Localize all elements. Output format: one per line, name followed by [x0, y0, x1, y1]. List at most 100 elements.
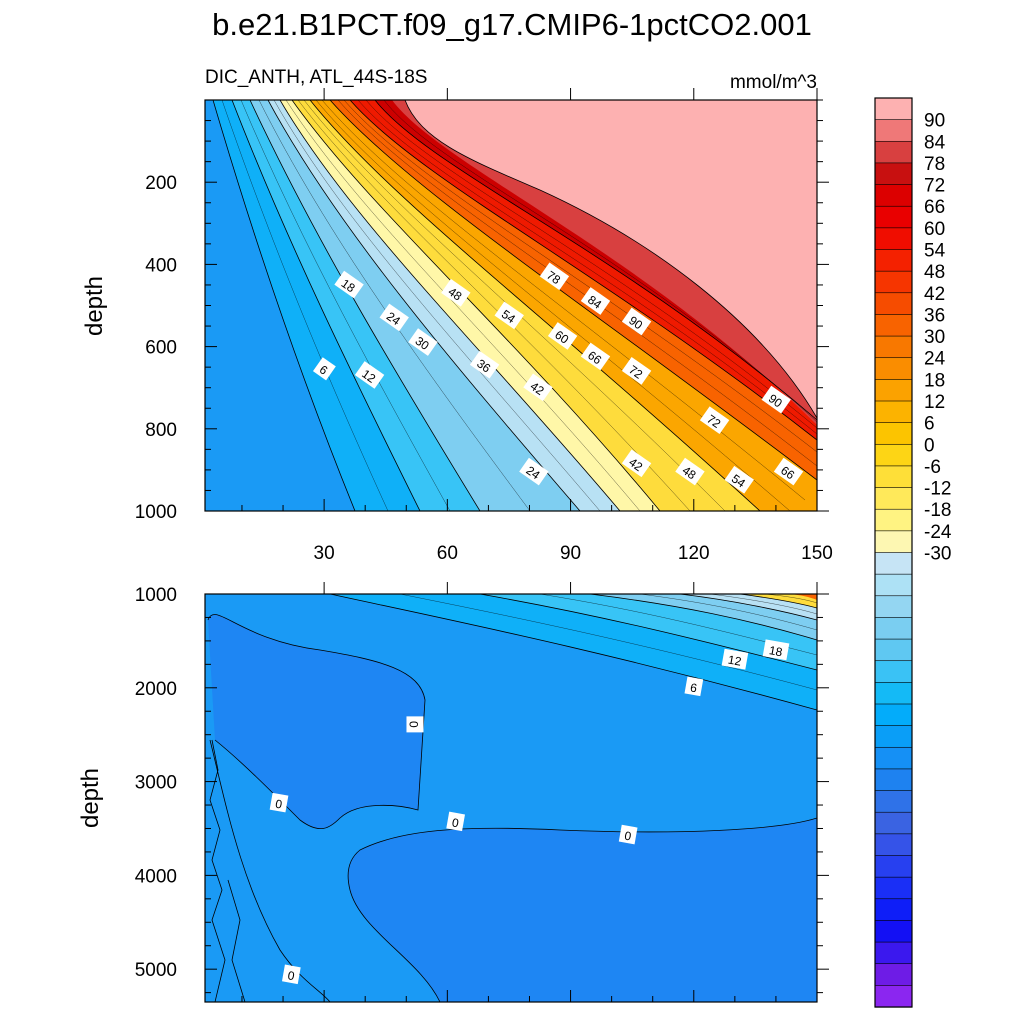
contour-label: 66: [580, 342, 611, 371]
colorbar-swatch: [874, 963, 913, 986]
y-tick-label: 200: [145, 173, 177, 194]
bottom-neg-region-b: [348, 818, 817, 1002]
top-panel-tick-labels: 30 60 90 120 150 200 400 600 800 1000: [135, 173, 833, 564]
contour-label: 0: [269, 792, 289, 813]
contour-label: 18: [762, 639, 790, 661]
y-tick-label: 1000: [135, 502, 177, 523]
colorbar-swatch: [874, 790, 913, 813]
contour-label: 30: [408, 328, 438, 356]
colorbar-swatch: [874, 876, 913, 900]
x-tick-label: 30: [314, 543, 335, 564]
bottom-band-30: [740, 594, 817, 608]
colorbar-swatch: [874, 768, 913, 792]
contour-label-text: 0: [274, 797, 283, 812]
contour-label-text: 12: [727, 653, 743, 669]
colorbar-swatch: [874, 617, 913, 640]
contour-label-text: 0: [287, 968, 296, 983]
chart-title: b.e21.B1PCT.f09_g17.CMIP6-1pctCO2.001: [212, 7, 812, 42]
colorbar-swatch: [874, 97, 913, 121]
colorbar-labels: 908478726660544842363024181260-6-12-18-2…: [924, 111, 952, 565]
colorbar-swatch: [874, 573, 913, 597]
colorbar-label: -12: [924, 479, 951, 500]
units-label: mmol/m^3: [730, 72, 817, 93]
bottom-band-48: [790, 594, 817, 600]
colorbar-swatch: [874, 920, 913, 943]
colorbar-label: -30: [924, 544, 951, 565]
bottom-panel-fills: [205, 594, 817, 1002]
colorbar-swatch: [874, 682, 913, 705]
colorbar-label: -6: [924, 457, 941, 478]
colorbar-swatch: [874, 357, 913, 380]
contour-label: 6: [684, 676, 704, 697]
contour-label-text: 6: [689, 680, 698, 695]
y-tick-label: 5000: [135, 960, 177, 981]
colorbar-label: 60: [924, 219, 945, 240]
y-tick-label: 1000: [135, 585, 177, 606]
colorbar-swatch: [874, 400, 913, 424]
colorbar-label: -24: [924, 522, 952, 543]
colorbar-swatch: [874, 184, 913, 207]
colorbar-swatch: [874, 638, 913, 662]
colorbar-label: 36: [924, 305, 945, 326]
colorbar-swatch: [874, 422, 913, 445]
y-tick-label: 3000: [135, 773, 177, 794]
contour-label: 84: [580, 287, 611, 315]
colorbar-swatch: [874, 270, 913, 294]
contour-label: 66: [773, 457, 804, 486]
colorbar-label: 12: [924, 392, 945, 413]
colorbar-swatch: [874, 530, 913, 554]
colorbar-swatch: [874, 335, 913, 359]
contour-label: 54: [494, 301, 524, 330]
y-tick-label: 600: [145, 338, 177, 359]
colorbar-label: 48: [924, 262, 945, 283]
colorbar-swatch: [874, 205, 913, 229]
colorbar-swatch: [874, 487, 913, 510]
contour-label: 12: [721, 648, 749, 670]
colorbar-swatch: [874, 660, 913, 683]
colorbar-swatch: [874, 552, 913, 575]
colorbar-swatch: [874, 985, 913, 1008]
contour-label: 54: [724, 465, 754, 494]
contour-label-text: 18: [768, 643, 784, 659]
x-tick-label: 150: [801, 543, 833, 564]
contour-label: 72: [699, 406, 730, 435]
colorbar-swatch: [874, 119, 913, 142]
colorbar-swatch: [874, 227, 913, 251]
bottom-panel-tick-labels: 1000 2000 3000 4000 5000: [135, 585, 177, 981]
colorbar-swatch: [874, 746, 913, 770]
contour-label: 42: [621, 449, 652, 478]
colorbar-label: 66: [924, 197, 945, 218]
variable-label: DIC_ANTH, ATL_44S-18S: [205, 67, 427, 88]
colorbar-swatch: [874, 595, 913, 619]
contour-label-text: 0: [451, 815, 460, 830]
colorbar-label: 0: [924, 435, 935, 456]
contour-label: 0: [281, 964, 301, 985]
bottom-panel-frame: [204, 593, 818, 1003]
colorbar-swatch: [874, 249, 913, 272]
colorbar-swatch: [874, 508, 913, 532]
colorbar-swatch: [874, 855, 913, 878]
bottom-neg-region-a: [208, 614, 425, 829]
top-band-90: [405, 100, 817, 418]
contour-label: 90: [621, 307, 652, 336]
x-tick-label: 120: [678, 543, 710, 564]
top-panel-fills: [205, 100, 817, 511]
contour-label-text: 0: [623, 829, 632, 844]
colorbar-label: 24: [924, 349, 946, 370]
contour-label: 60: [547, 322, 578, 350]
contour-label: 6: [312, 357, 336, 381]
colorbar-swatch: [874, 465, 913, 489]
x-tick-label: 90: [560, 543, 581, 564]
colorbar-swatch: [874, 941, 913, 965]
colorbar-label: 6: [924, 414, 935, 435]
colorbar-label: 54: [924, 241, 946, 262]
contour-label-text: 0: [406, 721, 420, 728]
colorbar-swatch: [874, 314, 913, 337]
colorbar-swatch: [874, 725, 913, 748]
top-ylabel: depth: [81, 276, 108, 336]
colorbar-swatch: [874, 379, 913, 402]
y-tick-label: 2000: [135, 679, 177, 700]
colorbar: [874, 97, 913, 1008]
